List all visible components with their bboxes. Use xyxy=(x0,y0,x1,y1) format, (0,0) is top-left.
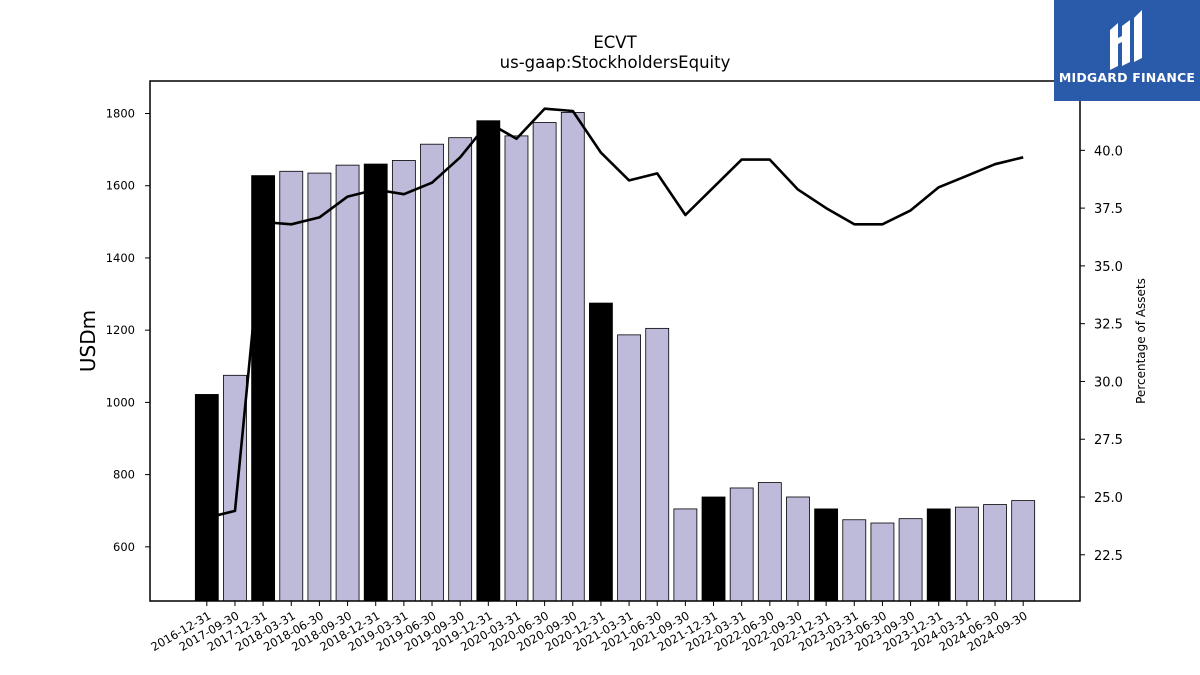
bar xyxy=(701,496,726,602)
bar xyxy=(983,504,1007,602)
y-tick-label: 800 xyxy=(113,468,135,482)
bar xyxy=(476,120,501,602)
y-tick-label: 600 xyxy=(113,540,135,554)
y-tick-label: 1600 xyxy=(106,179,135,193)
bar xyxy=(448,137,473,602)
bar xyxy=(842,519,867,602)
y2-tick-label: 22.5 xyxy=(1094,549,1123,564)
bar xyxy=(532,122,557,602)
bar xyxy=(223,374,247,602)
y-axis-label: USDm xyxy=(76,310,100,372)
bar xyxy=(814,508,839,602)
y-tick-label: 1400 xyxy=(106,251,135,265)
chart-title: ECVT xyxy=(593,33,637,52)
chart-subtitle: us-gaap:StockholdersEquity xyxy=(500,53,731,72)
logo-text: MIDGARD FINANCE xyxy=(1058,70,1196,85)
bar xyxy=(757,482,782,602)
bar xyxy=(786,496,810,602)
y-tick-label: 1000 xyxy=(106,395,135,409)
y2-tick-label: 27.5 xyxy=(1094,433,1123,448)
bar xyxy=(617,334,641,602)
bar xyxy=(420,143,444,602)
bar xyxy=(307,172,332,602)
bar xyxy=(645,327,670,602)
bar xyxy=(589,302,613,602)
y2-tick-label: 32.5 xyxy=(1094,318,1123,333)
bar xyxy=(363,163,388,602)
y-tick-label: 1800 xyxy=(106,107,135,121)
bar xyxy=(560,112,585,602)
bar xyxy=(870,522,895,602)
bar xyxy=(391,160,416,602)
midgard-logo-icon xyxy=(1110,10,1142,70)
y2-tick-label: 35.0 xyxy=(1094,260,1123,275)
bar xyxy=(673,508,698,602)
y2-tick-label: 30.0 xyxy=(1094,375,1123,390)
bar xyxy=(898,518,923,602)
bars-group xyxy=(194,112,1036,602)
bar xyxy=(954,506,979,602)
bar xyxy=(194,394,219,602)
y2-tick-label: 25.0 xyxy=(1094,491,1123,506)
bar xyxy=(335,164,360,602)
y2-tick-label: 40.0 xyxy=(1094,144,1123,159)
plot-frame xyxy=(149,80,1081,602)
percent-of-assets-line xyxy=(206,107,1024,520)
brand-logo: MIDGARD FINANCE xyxy=(1054,0,1200,101)
bar xyxy=(279,170,304,602)
bar xyxy=(1011,500,1036,602)
y2-tick-label: 37.5 xyxy=(1094,202,1123,217)
bar xyxy=(251,175,276,602)
bar xyxy=(729,487,754,602)
bar xyxy=(504,135,529,602)
bar xyxy=(926,508,951,602)
line-group xyxy=(206,107,1024,520)
y-tick-label: 1200 xyxy=(106,323,135,337)
y2-axis-label: Percentage of Assets xyxy=(1134,278,1148,404)
